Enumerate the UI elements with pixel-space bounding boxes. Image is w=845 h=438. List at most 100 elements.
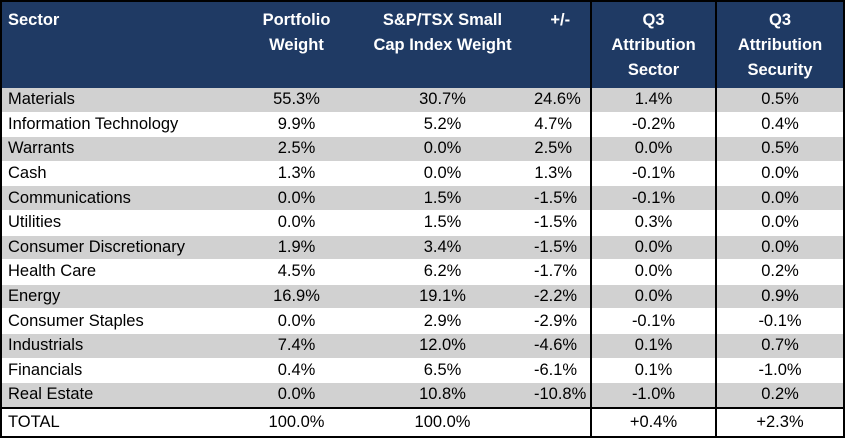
header-difference: +/- bbox=[529, 0, 592, 88]
cell-index-weight: 30.7% bbox=[355, 87, 530, 113]
header-attribution-security: Q3 Attribution Security bbox=[715, 0, 845, 88]
cell-index-weight: 1.5% bbox=[355, 210, 530, 236]
cell-attribution-security: 0.0% bbox=[715, 235, 845, 261]
cell-attribution-security: 0.0% bbox=[715, 210, 845, 236]
table-row: Energy 16.9% 19.1% -2.2% 0.0% 0.9% bbox=[0, 284, 845, 310]
table-row: Health Care 4.5% 6.2% -1.7% 0.0% 0.2% bbox=[0, 259, 845, 285]
cell-index-weight: 3.4% bbox=[355, 235, 530, 261]
cell-portfolio-weight: 0.4% bbox=[238, 358, 355, 384]
cell-sector: Consumer Staples bbox=[0, 308, 238, 334]
cell-difference: -1.5% bbox=[530, 185, 591, 211]
cell-index-weight: 5.2% bbox=[355, 112, 530, 138]
cell-attribution-security: 0.0% bbox=[715, 185, 845, 211]
cell-attribution-sector: 0.3% bbox=[590, 210, 716, 236]
cell-attribution-security: 0.5% bbox=[715, 136, 845, 162]
cell-difference: -4.6% bbox=[530, 333, 591, 359]
cell-attribution-sector: -0.2% bbox=[590, 112, 716, 138]
cell-portfolio-weight: 1.3% bbox=[238, 161, 355, 187]
cell-sector: Cash bbox=[0, 161, 238, 187]
header-attribution-sector: Q3 Attribution Sector bbox=[590, 0, 717, 88]
cell-index-weight: 0.0% bbox=[355, 136, 530, 162]
cell-attribution-sector: 0.0% bbox=[590, 284, 716, 310]
cell-index-weight: 6.5% bbox=[355, 358, 530, 384]
table-row: Consumer Discretionary 1.9% 3.4% -1.5% 0.0% 0… bbox=[0, 235, 845, 261]
cell-sector: Real Estate bbox=[0, 382, 238, 409]
cell-sector: Industrials bbox=[0, 333, 238, 359]
cell-portfolio-weight: 0.0% bbox=[238, 308, 355, 334]
cell-sector: Information Technology bbox=[0, 112, 238, 138]
cell-index-weight: 0.0% bbox=[355, 161, 530, 187]
header-index-weight: S&P/TSX Small Cap Index Weight bbox=[354, 0, 531, 88]
cell-portfolio-weight: 0.0% bbox=[238, 382, 355, 409]
cell-attribution-security: 0.2% bbox=[715, 382, 845, 409]
cell-attribution-sector: 0.0% bbox=[590, 259, 716, 285]
cell-index-weight: 12.0% bbox=[355, 333, 530, 359]
cell-sector: Financials bbox=[0, 358, 238, 384]
cell-portfolio-weight: 2.5% bbox=[238, 136, 355, 162]
table-row: Real Estate 0.0% 10.8% -10.8% -1.0% 0.2% bbox=[0, 382, 845, 409]
cell-portfolio-weight: 1.9% bbox=[238, 235, 355, 261]
cell-portfolio-weight: 100.0% bbox=[238, 406, 355, 438]
cell-attribution-security: 0.7% bbox=[715, 333, 845, 359]
cell-attribution-sector: -0.1% bbox=[590, 185, 716, 211]
header-portfolio-weight: Portfolio Weight bbox=[237, 0, 356, 88]
cell-difference bbox=[530, 406, 591, 438]
cell-difference: -2.2% bbox=[530, 284, 591, 310]
table-row: Utilities 0.0% 1.5% -1.5% 0.3% 0.0% bbox=[0, 210, 845, 236]
cell-difference: -1.7% bbox=[530, 259, 591, 285]
cell-index-weight: 2.9% bbox=[355, 308, 530, 334]
cell-attribution-security: +2.3% bbox=[715, 406, 845, 438]
cell-index-weight: 100.0% bbox=[355, 406, 530, 438]
cell-sector: Utilities bbox=[0, 210, 238, 236]
cell-index-weight: 19.1% bbox=[355, 284, 530, 310]
cell-difference: -1.5% bbox=[530, 235, 591, 261]
cell-portfolio-weight: 16.9% bbox=[238, 284, 355, 310]
table-row: Financials 0.4% 6.5% -6.1% 0.1% -1.0% bbox=[0, 358, 845, 384]
cell-attribution-security: -0.1% bbox=[715, 308, 845, 334]
cell-portfolio-weight: 9.9% bbox=[238, 112, 355, 138]
header-row: Sector Portfolio Weight S&P/TSX Small Ca… bbox=[0, 0, 845, 88]
cell-attribution-sector: -0.1% bbox=[590, 161, 716, 187]
cell-sector: Communications bbox=[0, 185, 238, 211]
cell-difference: -2.9% bbox=[530, 308, 591, 334]
cell-portfolio-weight: 0.0% bbox=[238, 185, 355, 211]
total-row: TOTAL 100.0% 100.0% +0.4% +2.3% bbox=[0, 406, 845, 438]
cell-attribution-security: 0.2% bbox=[715, 259, 845, 285]
cell-portfolio-weight: 55.3% bbox=[238, 87, 355, 113]
cell-difference: 1.3% bbox=[530, 161, 591, 187]
cell-difference: 2.5% bbox=[530, 136, 591, 162]
cell-difference: 4.7% bbox=[530, 112, 591, 138]
table-row: Warrants 2.5% 0.0% 2.5% 0.0% 0.5% bbox=[0, 136, 845, 162]
cell-portfolio-weight: 7.4% bbox=[238, 333, 355, 359]
cell-attribution-sector: 1.4% bbox=[590, 87, 716, 113]
cell-index-weight: 6.2% bbox=[355, 259, 530, 285]
cell-sector: TOTAL bbox=[0, 406, 238, 438]
table-row: Information Technology 9.9% 5.2% 4.7% -0.2% 0… bbox=[0, 112, 845, 138]
cell-attribution-security: -1.0% bbox=[715, 358, 845, 384]
table-row: Industrials 7.4% 12.0% -4.6% 0.1% 0.7% bbox=[0, 333, 845, 359]
cell-difference: -1.5% bbox=[530, 210, 591, 236]
cell-difference: 24.6% bbox=[530, 87, 591, 113]
table-row: Materials 55.3% 30.7% 24.6% 1.4% 0.5% bbox=[0, 87, 845, 113]
cell-difference: -10.8% bbox=[530, 382, 591, 409]
cell-attribution-sector: 0.0% bbox=[590, 136, 716, 162]
cell-sector: Energy bbox=[0, 284, 238, 310]
cell-attribution-sector: -1.0% bbox=[590, 382, 716, 409]
table-row: Communications 0.0% 1.5% -1.5% -0.1% 0.0% bbox=[0, 185, 845, 211]
cell-attribution-sector: 0.1% bbox=[590, 333, 716, 359]
cell-index-weight: 10.8% bbox=[355, 382, 530, 409]
cell-portfolio-weight: 0.0% bbox=[238, 210, 355, 236]
table-body: Materials 55.3% 30.7% 24.6% 1.4% 0.5% Informat… bbox=[0, 87, 845, 438]
cell-portfolio-weight: 4.5% bbox=[238, 259, 355, 285]
table-row: Consumer Staples 0.0% 2.9% -2.9% -0.1% -0.1% bbox=[0, 308, 845, 334]
cell-attribution-sector: -0.1% bbox=[590, 308, 716, 334]
cell-attribution-sector: +0.4% bbox=[590, 406, 716, 438]
cell-attribution-security: 0.5% bbox=[715, 87, 845, 113]
cell-attribution-sector: 0.1% bbox=[590, 358, 716, 384]
cell-sector: Health Care bbox=[0, 259, 238, 285]
header-sector: Sector bbox=[0, 0, 239, 88]
cell-attribution-security: 0.9% bbox=[715, 284, 845, 310]
cell-sector: Consumer Discretionary bbox=[0, 235, 238, 261]
